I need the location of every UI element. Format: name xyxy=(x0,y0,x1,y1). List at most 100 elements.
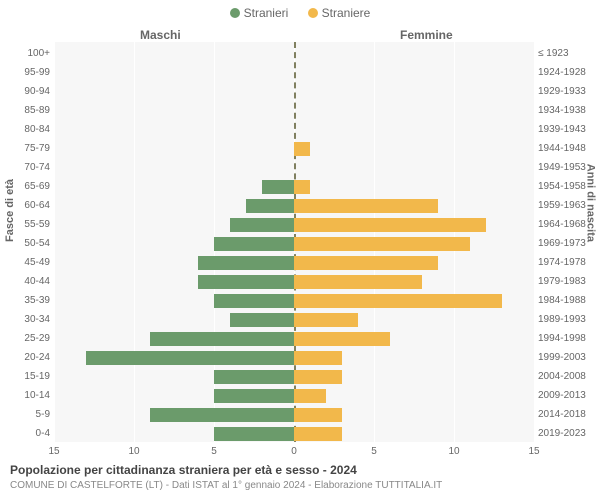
bar-row xyxy=(54,313,534,327)
y-label-birth: 1979-1983 xyxy=(538,276,596,287)
y-label-birth: 1959-1963 xyxy=(538,200,596,211)
bar-female xyxy=(294,142,310,156)
bar-female xyxy=(294,199,438,213)
x-tick-label: 15 xyxy=(44,446,64,457)
y-label-age: 55-59 xyxy=(2,219,50,230)
y-label-birth: 1974-1978 xyxy=(538,257,596,268)
y-label-age: 65-69 xyxy=(2,181,50,192)
y-label-age: 95-99 xyxy=(2,67,50,78)
y-label-age: 5-9 xyxy=(2,409,50,420)
legend-label-male: Stranieri xyxy=(244,6,289,20)
bar-row xyxy=(54,332,534,346)
legend-item-male: Stranieri xyxy=(230,6,289,20)
bar-female xyxy=(294,313,358,327)
y-label-birth: 1964-1968 xyxy=(538,219,596,230)
bar-row xyxy=(54,199,534,213)
y-label-birth: 1994-1998 xyxy=(538,333,596,344)
bar-male xyxy=(214,237,294,251)
y-label-age: 85-89 xyxy=(2,105,50,116)
bar-female xyxy=(294,370,342,384)
y-label-birth: 1929-1933 xyxy=(538,86,596,97)
bar-row xyxy=(54,237,534,251)
bar-male xyxy=(246,199,294,213)
bar-female xyxy=(294,237,470,251)
bar-row xyxy=(54,370,534,384)
y-label-birth: 1934-1938 xyxy=(538,105,596,116)
bar-female xyxy=(294,351,342,365)
bar-rows xyxy=(54,42,534,442)
y-label-birth: 2014-2018 xyxy=(538,409,596,420)
y-label-age: 20-24 xyxy=(2,352,50,363)
y-label-age: 50-54 xyxy=(2,238,50,249)
x-tick-label: 5 xyxy=(364,446,384,457)
y-label-birth: 1949-1953 xyxy=(538,162,596,173)
y-label-age: 15-19 xyxy=(2,371,50,382)
gridline xyxy=(534,42,535,442)
legend-swatch-female xyxy=(308,8,318,18)
bar-female xyxy=(294,180,310,194)
bar-row xyxy=(54,389,534,403)
y-label-age: 25-29 xyxy=(2,333,50,344)
bar-male xyxy=(214,389,294,403)
y-label-birth: 1999-2003 xyxy=(538,352,596,363)
bar-row xyxy=(54,161,534,175)
y-label-birth: 1939-1943 xyxy=(538,124,596,135)
y-label-age: 90-94 xyxy=(2,86,50,97)
y-label-age: 10-14 xyxy=(2,390,50,401)
bar-row xyxy=(54,47,534,61)
bar-male xyxy=(214,370,294,384)
y-label-age: 40-44 xyxy=(2,276,50,287)
bar-female xyxy=(294,408,342,422)
y-label-age: 45-49 xyxy=(2,257,50,268)
bar-row xyxy=(54,85,534,99)
y-label-birth: 1969-1973 xyxy=(538,238,596,249)
y-label-age: 0-4 xyxy=(2,428,50,439)
y-label-birth: 1944-1948 xyxy=(538,143,596,154)
bar-male xyxy=(214,294,294,308)
bar-male xyxy=(198,275,294,289)
chart-subtitle: COMUNE DI CASTELFORTE (LT) - Dati ISTAT … xyxy=(10,480,442,491)
y-label-age: 75-79 xyxy=(2,143,50,154)
y-label-birth: 1924-1928 xyxy=(538,67,596,78)
bar-female xyxy=(294,294,502,308)
bar-row xyxy=(54,351,534,365)
bar-row xyxy=(54,275,534,289)
x-tick-label: 5 xyxy=(204,446,224,457)
x-tick-label: 10 xyxy=(124,446,144,457)
bar-female xyxy=(294,427,342,441)
bar-female xyxy=(294,389,326,403)
y-label-age: 60-64 xyxy=(2,200,50,211)
y-label-age: 100+ xyxy=(2,48,50,59)
bar-female xyxy=(294,218,486,232)
bar-row xyxy=(54,294,534,308)
y-label-age: 80-84 xyxy=(2,124,50,135)
bar-female xyxy=(294,332,390,346)
bar-male xyxy=(150,332,294,346)
y-label-birth: ≤ 1923 xyxy=(538,48,596,59)
header-female: Femmine xyxy=(400,28,453,42)
population-pyramid-chart: Stranieri Straniere Maschi Femmine Fasce… xyxy=(0,0,600,500)
bar-row xyxy=(54,142,534,156)
bar-male xyxy=(230,218,294,232)
bar-row xyxy=(54,66,534,80)
bar-row xyxy=(54,427,534,441)
bar-row xyxy=(54,408,534,422)
x-tick-label: 15 xyxy=(524,446,544,457)
bar-male xyxy=(198,256,294,270)
legend-item-female: Straniere xyxy=(308,6,371,20)
legend-swatch-male xyxy=(230,8,240,18)
bar-row xyxy=(54,256,534,270)
y-label-birth: 1984-1988 xyxy=(538,295,596,306)
y-label-birth: 2019-2023 xyxy=(538,428,596,439)
y-label-birth: 1989-1993 xyxy=(538,314,596,325)
bar-male xyxy=(214,427,294,441)
y-label-birth: 2009-2013 xyxy=(538,390,596,401)
y-label-birth: 2004-2008 xyxy=(538,371,596,382)
y-label-age: 30-34 xyxy=(2,314,50,325)
bar-row xyxy=(54,123,534,137)
bar-row xyxy=(54,104,534,118)
y-label-age: 70-74 xyxy=(2,162,50,173)
x-tick-label: 10 xyxy=(444,446,464,457)
bar-row xyxy=(54,218,534,232)
y-label-birth: 1954-1958 xyxy=(538,181,596,192)
